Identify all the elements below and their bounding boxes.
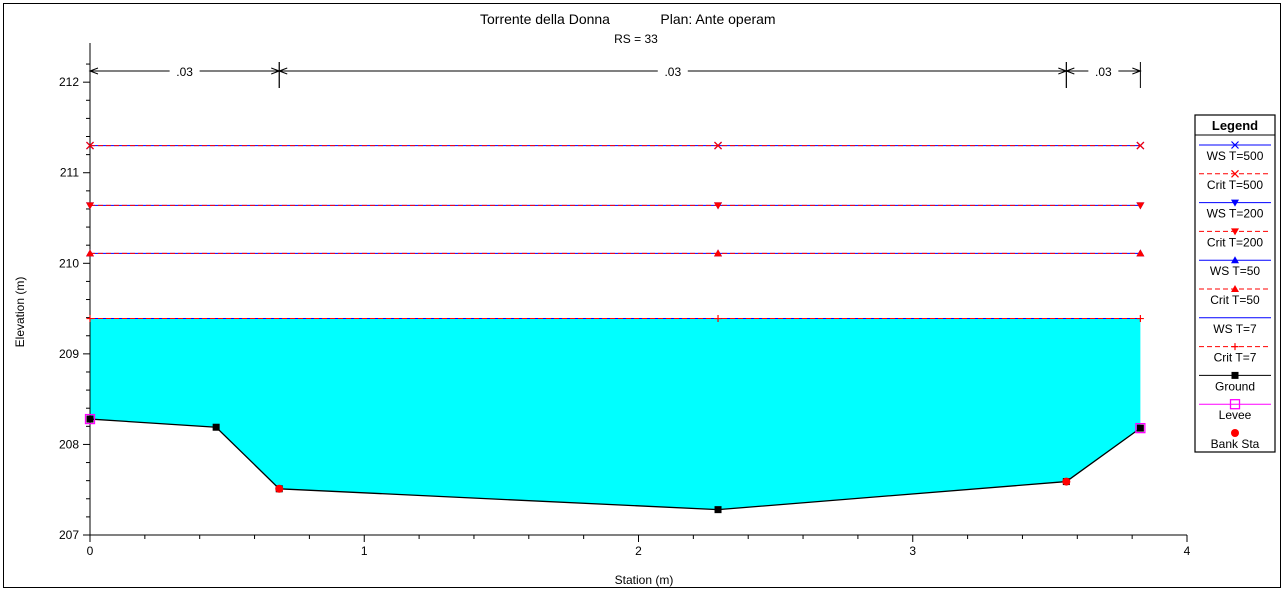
legend-symbol-1 [1231,169,1239,178]
ground-point-0 [86,415,94,423]
legend-item-3: Crit T=200 [1207,235,1263,249]
chart-subtitle: RS = 33 [614,32,658,46]
manning-arrow-left-1 [277,67,288,75]
profile-marker-1-0 [86,141,94,150]
legend-symbol-9 [1229,399,1241,410]
manning-label-0: .03 [176,65,193,79]
x-tick-label-1: 1 [361,544,368,558]
legend-symbol-3 [1231,228,1239,236]
manning-label-2: .03 [1095,65,1112,79]
profile-marker-3-0 [86,202,94,210]
x-axis-label: Station (m) [615,573,674,587]
legend-symbol-0 [1231,141,1239,149]
profile-marker-3-2 [1136,202,1145,210]
bank-station-0 [275,484,284,493]
water-area [90,318,1141,510]
legend-symbol-7 [1231,343,1239,351]
profile-marker-1-2 [1136,141,1145,150]
chart-title: Torrente della Donna [480,11,610,27]
legend-symbol-8 [1231,371,1239,379]
y-tick-label-1: 208 [59,437,79,451]
manning-label-1: .03 [664,65,681,79]
y-axis-label: Elevation (m) [13,277,27,348]
profile-marker-5-1 [714,249,723,257]
legend-item-9: Levee [1219,408,1252,422]
profile-marker-3-1 [714,202,723,210]
x-tick-label-0: 0 [87,544,94,558]
legend-item-5: Crit T=50 [1210,293,1260,307]
manning-arrow-left-2 [1064,67,1075,75]
profile-marker-5-2 [1136,249,1145,257]
x-tick-label-4: 4 [1184,544,1191,558]
y-tick-label-0: 207 [59,528,79,542]
y-tick-label-4: 211 [60,166,79,180]
y-tick-label-5: 212 [59,75,79,89]
legend-item-8: Ground [1215,379,1255,393]
legend-symbol-2 [1231,199,1239,207]
profile-marker-7-0 [86,315,94,323]
ground-point-3 [714,506,722,514]
legend-item-4: WS T=50 [1210,264,1260,278]
legend-item-7: Crit T=7 [1214,351,1257,365]
legend-symbol-10 [1231,429,1239,437]
profile-marker-1-1 [714,141,722,150]
ground-point-1 [212,423,220,431]
ground-line [89,418,1141,511]
levee-marker-1 [1135,422,1146,434]
bank-station-1 [1062,477,1071,486]
x-tick-label-2: 2 [635,544,642,558]
legend-box [1194,114,1276,453]
legend-item-1: Crit T=500 [1207,178,1263,192]
legend-item-0: WS T=500 [1207,149,1264,163]
y-tick-label-3: 210 [59,256,79,270]
legend-item-6: WS T=7 [1213,322,1257,336]
manning-arrow-left-0 [88,67,99,75]
levee-marker-0 [84,413,96,425]
legend-item-10: Bank Sta [1211,437,1260,451]
profile-marker-7-2 [1136,315,1144,323]
legend-symbol-5 [1231,285,1239,292]
legend-title: Legend [1212,118,1258,133]
profile-marker-7-1 [714,315,722,323]
chart-plan: Plan: Ante operam [660,11,775,27]
y-tick-label-2: 209 [59,347,79,361]
manning-label-bg-2 [1088,63,1119,78]
manning-label-bg-0 [169,63,200,78]
legend-symbol-4 [1231,256,1239,264]
legend-item-2: WS T=200 [1207,207,1264,221]
x-tick-label-3: 3 [909,544,916,558]
profile-marker-5-0 [86,249,94,257]
ground-point-5 [1136,424,1144,432]
manning-arrow-right-2 [1132,67,1142,75]
manning-label-bg-1 [657,63,688,78]
